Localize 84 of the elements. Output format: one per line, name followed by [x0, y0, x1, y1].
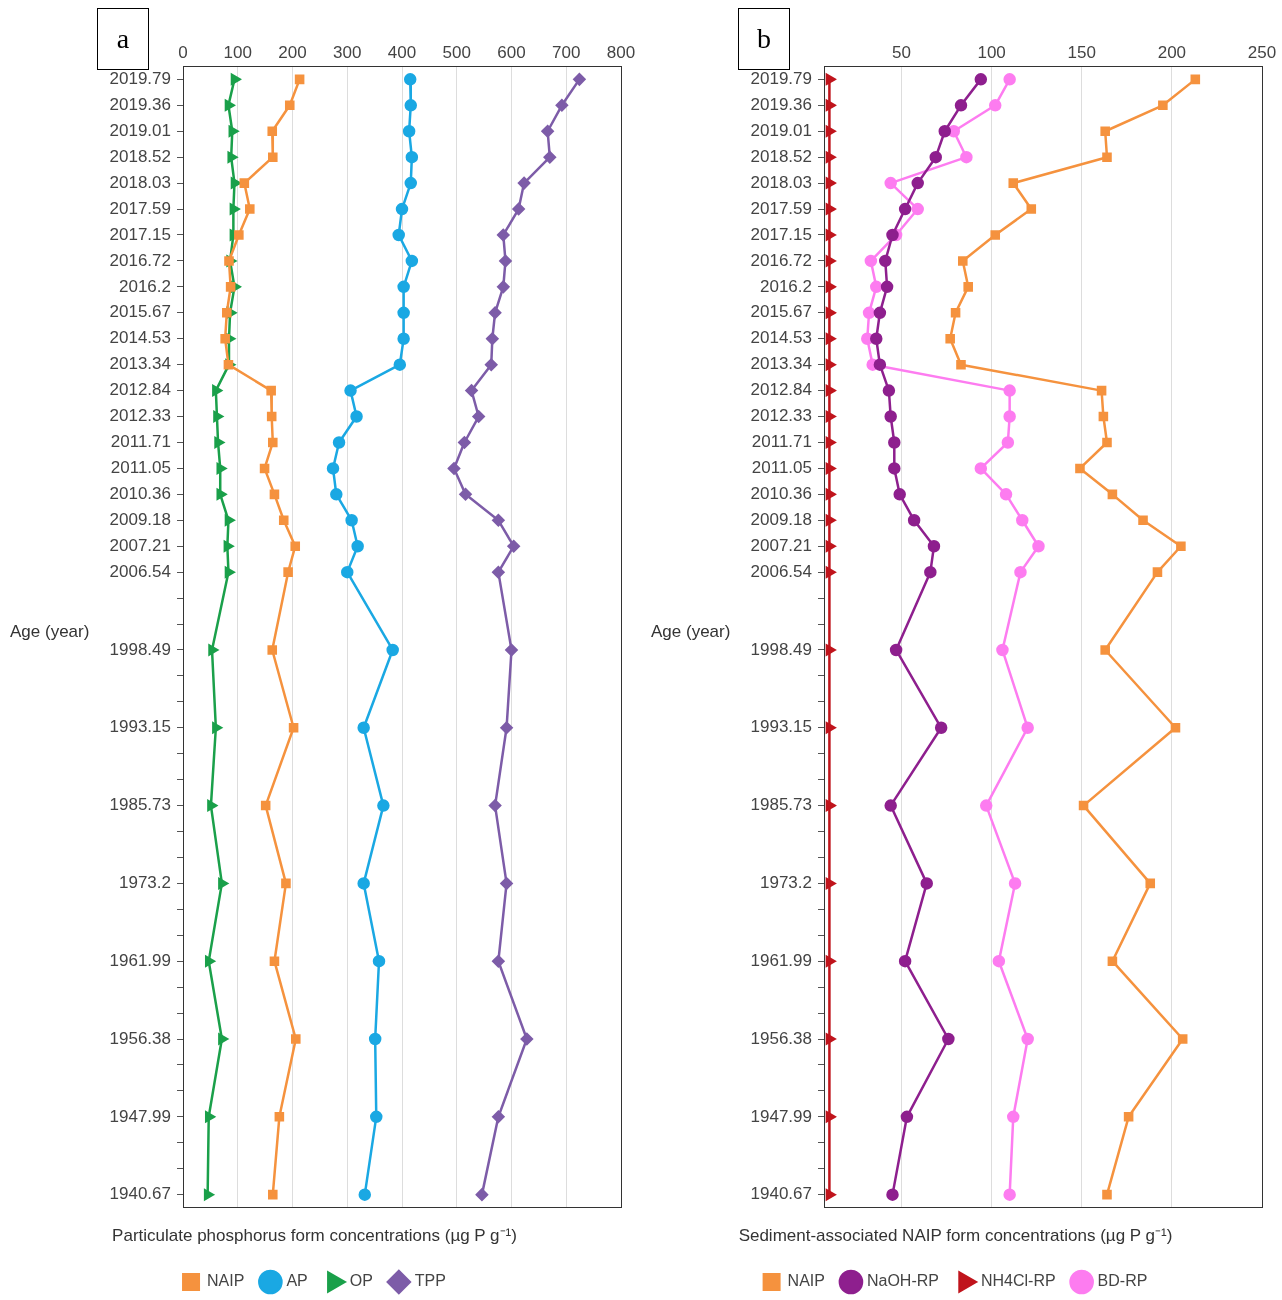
y-tick-label: 1961.99: [109, 950, 171, 970]
y-tick-label: 2012.84: [750, 380, 812, 400]
legend-label: OP: [349, 1272, 373, 1290]
y-tick-label: 2019.79: [109, 69, 171, 89]
legend-label: NaOH-RP: [866, 1272, 939, 1290]
y-tick-label: 2014.53: [750, 328, 812, 348]
y-tick-label: 2015.67: [109, 302, 171, 322]
y-tick-label: 2018.52: [750, 146, 812, 166]
y-tick-label: 2011.71: [110, 432, 171, 452]
y-tick-label: 2012.84: [109, 380, 171, 400]
x-tick-label: 400: [387, 42, 417, 62]
y-tick-label: 2019.01: [750, 120, 812, 140]
y-tick-label: 2012.33: [750, 406, 812, 426]
y-tick-label: 2017.15: [750, 224, 812, 244]
y-tick-label: 1947.99: [750, 1106, 812, 1126]
y-tick-label: 2018.52: [109, 146, 171, 166]
y-tick-label: 1985.73: [109, 795, 171, 815]
y-tick-label: 2009.18: [750, 509, 812, 529]
y-tick-label: 2016.2: [760, 276, 812, 296]
x-tick-label: 100: [223, 42, 252, 62]
x-tick-label: 250: [1247, 42, 1277, 62]
y-tick-label: 2019.79: [750, 69, 812, 89]
y-tick-label: 2007.21: [750, 535, 812, 555]
y-tick-label: 1956.38: [750, 1028, 812, 1048]
y-tick-label: 2017.59: [750, 198, 812, 218]
y-tick-label: 2016.72: [109, 250, 171, 270]
y-tick-label: 2012.33: [109, 406, 171, 426]
y-tick-label: 2016.72: [750, 250, 812, 270]
y-tick-label: 2017.15: [109, 224, 171, 244]
legend-label: TPP: [414, 1272, 446, 1290]
y-tick-label: 1998.49: [109, 639, 171, 659]
x-tick-label: 500: [442, 42, 471, 62]
y-tick-label: 1961.99: [750, 950, 812, 970]
y-tick-label: 2011.05: [110, 458, 171, 478]
y-tick-label: 2019.36: [750, 94, 812, 114]
x-tick-label: 150: [1067, 42, 1096, 62]
y-tick-label: 2019.01: [109, 120, 171, 140]
y-tick-label: 1947.99: [109, 1106, 171, 1126]
x-axis-title: Particulate phosphorus form concentrations (µg P g⁻¹): [112, 1225, 517, 1245]
x-tick-label: 200: [278, 42, 307, 62]
y-tick-label: 1998.49: [750, 639, 812, 659]
y-tick-label: 2011.71: [751, 432, 812, 452]
y-tick-label: 2016.2: [119, 276, 171, 296]
text: a: [97, 8, 149, 70]
y-tick-label: 2010.36: [750, 484, 812, 504]
y-tick-label: 1993.15: [109, 717, 171, 737]
x-tick-label: 300: [333, 42, 362, 62]
x-tick-label: 700: [552, 42, 581, 62]
y-axis-title: Age (year): [651, 621, 731, 641]
y-tick-label: 2013.34: [750, 354, 812, 374]
y-tick-label: 1940.67: [750, 1184, 812, 1204]
y-tick-label: 2014.53: [109, 328, 171, 348]
y-tick-label: 1973.2: [760, 873, 812, 893]
y-tick-label: 2018.03: [109, 172, 171, 192]
y-tick-label: 1993.15: [750, 717, 812, 737]
y-tick-label: 1985.73: [750, 795, 812, 815]
legend-label: NAIP: [207, 1272, 245, 1290]
y-tick-label: 2011.05: [751, 458, 812, 478]
y-tick-label: 2010.36: [109, 484, 171, 504]
x-tick-label: 600: [497, 42, 526, 62]
legend-label: NAIP: [787, 1272, 825, 1290]
y-tick-label: 2007.21: [109, 535, 171, 555]
y-tick-label: 2006.54: [750, 561, 812, 581]
x-tick-label: 0: [178, 42, 188, 62]
legend-label: NH4Cl-RP: [980, 1272, 1056, 1290]
y-tick-label: 2015.67: [750, 302, 812, 322]
y-tick-label: 1940.67: [109, 1184, 171, 1204]
x-tick-label: 800: [606, 42, 636, 62]
y-tick-label: 1973.2: [119, 873, 171, 893]
y-tick-label: 2013.34: [109, 354, 171, 374]
x-tick-label: 100: [977, 42, 1006, 62]
text: b: [738, 8, 790, 70]
x-tick-label: 200: [1157, 42, 1187, 62]
y-tick-label: 2017.59: [109, 198, 171, 218]
legend-label: BD-RP: [1097, 1272, 1148, 1290]
y-tick-label: 1956.38: [109, 1028, 171, 1048]
y-tick-label: 2018.03: [750, 172, 812, 192]
y-tick-label: 2019.36: [109, 94, 171, 114]
y-tick-label: 2009.18: [109, 509, 171, 529]
y-axis-title: Age (year): [10, 621, 90, 641]
x-tick-label: 50: [892, 42, 911, 62]
x-axis-title: Sediment-associated NAIP form concentrations (µg P g⁻¹): [738, 1225, 1173, 1245]
y-tick-label: 2006.54: [109, 561, 171, 581]
legend-label: AP: [286, 1272, 308, 1290]
